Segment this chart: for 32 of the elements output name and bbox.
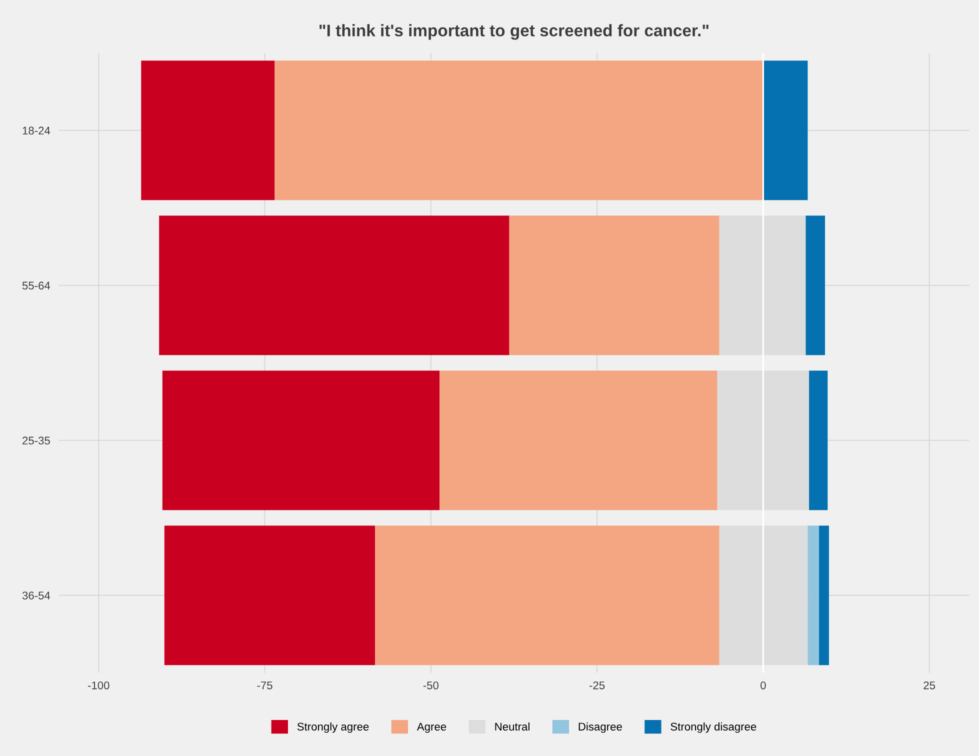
bar [162, 370, 440, 510]
x-tick-label: -25 [590, 681, 605, 690]
bar [808, 526, 820, 666]
bar [806, 216, 825, 356]
legend-label: Strongly disagree [670, 722, 756, 733]
bar [440, 370, 718, 510]
bar [164, 526, 376, 666]
bar [763, 60, 808, 200]
bar [509, 216, 720, 356]
y-tick-label: 36-54 [22, 592, 50, 600]
bar [719, 526, 808, 666]
x-tick-label: -50 [423, 681, 438, 690]
bar [141, 60, 275, 200]
bar [717, 370, 810, 510]
x-tick-label: -75 [257, 682, 272, 690]
bar [159, 216, 510, 356]
bar [819, 526, 829, 666]
y-tick-label: 18-24 [22, 126, 50, 135]
x-tick-label: 0 [760, 681, 766, 690]
legend-label: Strongly agree [297, 722, 369, 733]
y-tick-label: 55-64 [22, 282, 50, 290]
bar [274, 60, 764, 200]
bar [375, 526, 720, 666]
chart-title: "I think it's important to get screened for cancer." [320, 24, 708, 40]
legend-label: Agree [416, 722, 446, 733]
legend-label: Disagree [578, 722, 622, 733]
y-tick-label: 25-35 [22, 436, 50, 445]
x-tick-label: -100 [88, 681, 110, 690]
bar [809, 370, 828, 510]
bar [719, 216, 806, 356]
x-tick-label: 25 [924, 681, 936, 690]
legend-label: Neutral [495, 722, 530, 731]
